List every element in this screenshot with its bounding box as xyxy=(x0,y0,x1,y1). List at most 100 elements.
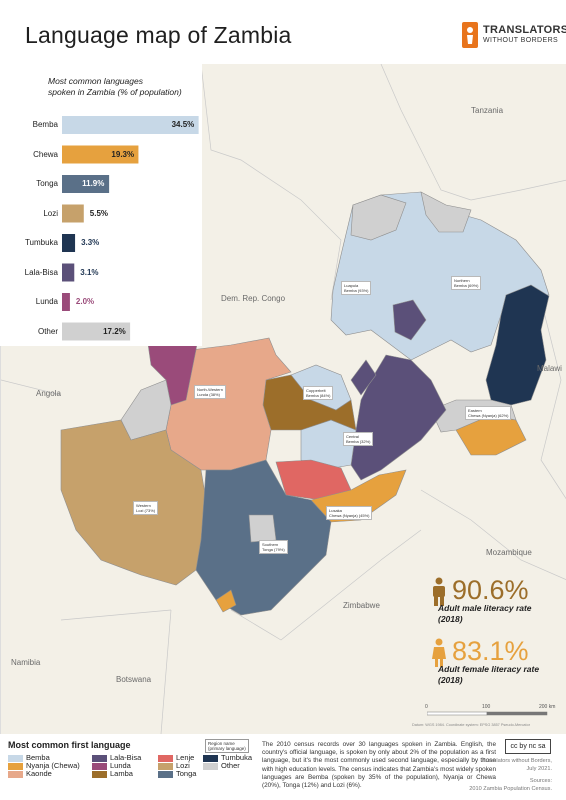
label-angola: Angola xyxy=(36,389,61,398)
legend-label: Tumbuka xyxy=(221,753,252,762)
label-zimbabwe: Zimbabwe xyxy=(343,601,380,610)
border-tanzania xyxy=(380,64,472,201)
bar-label-other: Other xyxy=(37,326,58,336)
credit-date: July 2021. xyxy=(526,766,553,772)
border-zimbabwe xyxy=(230,529,422,641)
bar-value-bemba: 34.5% xyxy=(171,120,195,129)
bar-bemba xyxy=(62,116,199,134)
region-label-copperbelt: Copperbelt Bemba (84%) xyxy=(303,386,334,400)
twb-logo-icon xyxy=(462,22,478,48)
scale-label-100: 100 xyxy=(482,704,491,710)
border-angola xyxy=(1,379,62,396)
border-tanzania-east xyxy=(470,179,566,201)
bar-value-other: 17.2% xyxy=(103,326,126,336)
bar-lunda xyxy=(62,293,70,311)
region-label-central: Central Bemba (32%) xyxy=(343,432,374,446)
legend-label: Tonga xyxy=(176,769,197,778)
legend-swatch xyxy=(158,770,173,778)
legend-swatch xyxy=(203,762,218,770)
legend-label: Lamba xyxy=(110,769,133,778)
source-text: 2010 Zambia Population Census. xyxy=(469,786,552,792)
region-label-north-western: North-Western Lunda (38%) xyxy=(194,385,226,399)
legend-swatch xyxy=(203,754,218,762)
bar-label-lozi: Lozi xyxy=(43,208,58,218)
female-figure-icon xyxy=(432,638,446,667)
legend-swatch xyxy=(158,754,173,762)
legend-label: Lala-Bisa xyxy=(110,753,142,762)
legend-swatch xyxy=(92,762,107,770)
region-other-northeast xyxy=(420,191,472,233)
legend-label: Kaonde xyxy=(26,769,52,778)
region-nyanja-south xyxy=(215,589,237,613)
map-area: Tanzania Dem. Rep. Congo Angola Malawi M… xyxy=(0,64,566,734)
chart-title: Most common languages spoken in Zambia (%… xyxy=(48,76,182,97)
label-mozambique: Mozambique xyxy=(486,548,532,557)
legend-label: Lunda xyxy=(110,761,131,770)
bar-other xyxy=(62,322,131,341)
region-lala-bisa-north xyxy=(392,299,427,341)
bar-label-tumbuka: Tumbuka xyxy=(24,238,58,247)
bar-lozi xyxy=(62,204,84,223)
bar-label-chewa: Chewa xyxy=(33,149,58,159)
legend-swatch xyxy=(8,762,23,770)
header: Language map of Zambia TRANSLATORS WITHO… xyxy=(0,0,566,64)
cc-license-badge: cc by nc sa xyxy=(505,739,551,754)
border-botswana xyxy=(160,609,172,734)
map-credit: Datum: WGS 1984. Coordinate system: EPSG… xyxy=(412,723,530,727)
label-malawi: Malawi xyxy=(537,364,562,373)
male-literacy-label: Adult male literacy rate (2018) xyxy=(438,603,532,624)
border-mozambique xyxy=(420,489,566,580)
footer: Most common first language Bemba Nyanja (… xyxy=(0,734,566,800)
scale-bar xyxy=(427,711,548,716)
page-title: Language map of Zambia xyxy=(25,22,292,48)
bar-value-tonga: 11.9% xyxy=(82,179,105,188)
region-label-luapula: Luapula Bemba (93%) xyxy=(341,281,372,295)
bar-label-lala-bisa: Lala-Bisa xyxy=(24,267,58,277)
region-southern-other xyxy=(248,514,277,543)
male-literacy-value: 90.6% xyxy=(452,575,529,605)
bar-tonga xyxy=(62,175,110,193)
male-figure-icon xyxy=(433,577,445,606)
source-label: Sources: xyxy=(529,778,552,784)
legend-label: Bemba xyxy=(26,753,50,762)
region-lala-bisa-central xyxy=(350,354,447,481)
bar-value-lozi: 5.5% xyxy=(89,208,108,218)
legend-label: Lozi xyxy=(176,761,190,770)
legend-item-bemba: Bemba xyxy=(8,753,50,762)
legend-item-nyanja-chewa-: Nyanja (Chewa) xyxy=(8,761,80,770)
legend-label: Lenje xyxy=(176,753,195,762)
credit-org: Translators without Borders, xyxy=(482,758,552,764)
label-namibia: Namibia xyxy=(11,658,41,667)
border-malawi xyxy=(540,299,566,500)
bar-tumbuka xyxy=(62,234,76,252)
region-label-southern: Southern Tonga (79%) xyxy=(259,540,288,554)
legend-item-tumbuka: Tumbuka xyxy=(203,753,252,762)
border-namibia xyxy=(60,609,172,621)
region-pedicle xyxy=(350,359,377,396)
legend-item-lamba: Lamba xyxy=(92,769,133,778)
bar-value-lala-bisa: 3.1% xyxy=(80,267,99,277)
region-label-western: Western Lozi (73%) xyxy=(133,501,159,515)
legend-swatch xyxy=(8,754,23,762)
logo-text-sub: WITHOUT BORDERS xyxy=(483,37,559,44)
region-key: Region name (primary language) xyxy=(205,739,249,753)
legend-label: Other xyxy=(221,761,240,770)
legend-item-lunda: Lunda xyxy=(92,761,131,770)
region-tumbuka xyxy=(485,284,550,406)
bar-label-lunda: Lunda xyxy=(35,297,58,306)
legend-swatch xyxy=(92,770,107,778)
bar-label-bemba: Bemba xyxy=(32,120,58,129)
legend-swatch xyxy=(8,770,23,778)
bar-value-chewa: 19.3% xyxy=(111,149,135,159)
legend-label: Nyanja (Chewa) xyxy=(26,761,80,770)
bar-chewa xyxy=(62,145,139,164)
region-label-lusaka: Lusaka Chewa (Nyanja) (45%) xyxy=(326,506,373,520)
legend-item-tonga: Tonga xyxy=(158,769,196,778)
label-botswana: Botswana xyxy=(116,675,152,684)
legend-item-other: Other xyxy=(203,761,240,770)
legend-swatch xyxy=(158,762,173,770)
label-tanzania: Tanzania xyxy=(471,106,504,115)
region-label-eastern: Eastern Chewa (Nyanja) (62%) xyxy=(465,406,512,420)
legend-item-lenje: Lenje xyxy=(158,753,194,762)
logo-text-main: TRANSLATORS xyxy=(483,24,566,36)
